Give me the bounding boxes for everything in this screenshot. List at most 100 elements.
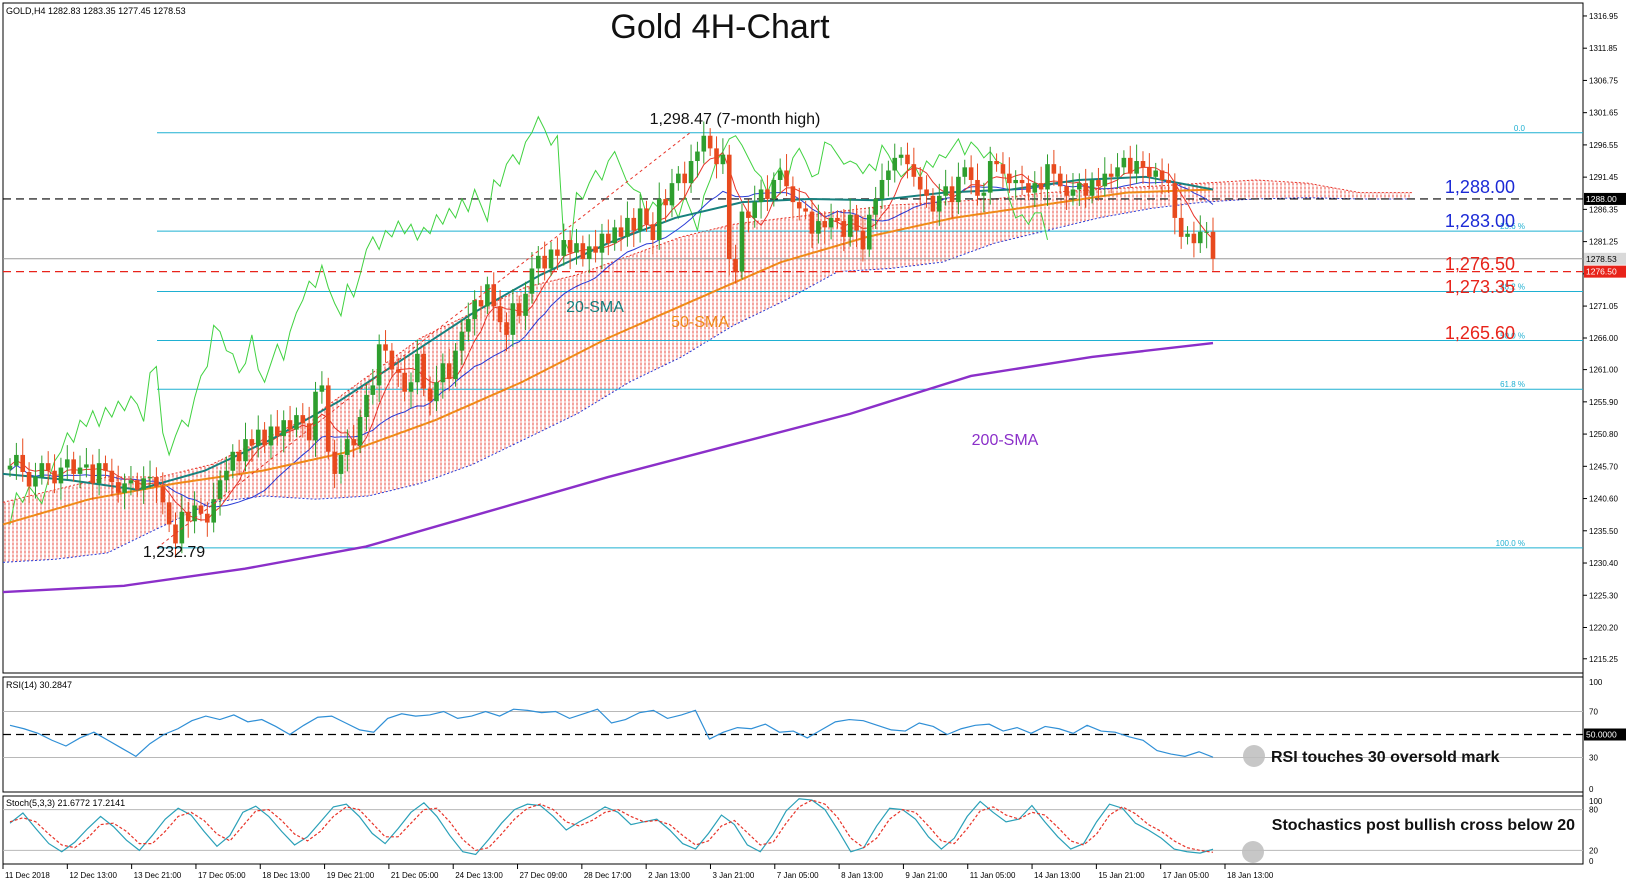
candle [313,381,318,457]
candle [440,353,446,399]
rsi-tick-label: 0 [1589,785,1594,794]
rsi-panel: 100 70 50.0000 30 0 [3,678,1626,794]
stoch-tick-label: 100 [1589,797,1603,806]
candle [873,186,878,229]
candle [1070,173,1076,206]
candle [217,470,223,516]
candle [504,312,509,352]
candle [1185,226,1190,245]
candle [758,179,764,219]
tenkan-sen-line [9,151,1214,521]
price-tag [1584,265,1626,278]
candle [695,141,700,178]
stoch-main-line [9,798,1214,856]
fib-label: 0.0 [1514,124,1526,133]
symbol-info: GOLD,H4 1282.83 1283.35 1277.45 1278.53 [6,6,186,16]
candle [306,406,312,451]
time-tick-label: 27 Dec 09:00 [520,871,568,880]
candle [345,429,350,472]
candle [249,429,255,462]
price-tag-label: 1288.00 [1586,194,1617,204]
candle [294,407,299,438]
candle [109,458,115,497]
price-tick-label: 1250.80 [1589,430,1618,439]
candle [771,172,777,207]
sma50-line [2,188,1214,526]
chart-title: Gold 4H-Chart [610,8,830,46]
candle [275,410,280,446]
candlesticks [7,121,1216,558]
sma200-line [2,341,1214,594]
chikou-span-line [9,115,1048,525]
candle [1032,171,1038,207]
candle [644,200,649,232]
fib-label: 100.0 % [1496,539,1525,548]
candle [160,472,166,515]
candle [370,368,376,405]
candle [52,454,57,494]
candle [141,466,146,504]
candle [281,410,286,453]
candle [816,204,821,244]
candle [1153,162,1159,185]
rsi-tag [1584,728,1626,741]
time-tick-label: 13 Dec 21:00 [134,871,182,880]
level-1276-label: 1,276.50 [1445,254,1515,274]
candle [1210,217,1216,271]
candle [364,382,369,432]
candle [516,295,522,324]
candle [338,438,344,484]
candle [1096,167,1101,201]
level-1283-label: 1,283.00 [1445,211,1515,231]
candle [656,182,662,250]
candle [707,128,713,156]
candle [332,439,337,489]
price-tick-label: 1235.50 [1589,527,1618,536]
candle [790,176,796,219]
candle [752,185,758,228]
candle [586,234,592,274]
stoch-tick-label: 0 [1589,857,1594,866]
candle [1108,163,1114,194]
cloud-area [3,179,1412,563]
candle [548,241,554,277]
candle [1083,168,1088,208]
candle [84,447,89,478]
candle [536,246,541,285]
candle [459,319,465,365]
candle [45,451,51,485]
stoch-title: Stoch(5,3,3) 21.6772 17.2141 [6,798,125,808]
candle [90,454,96,500]
candle [784,154,789,197]
stoch-tick-label: 20 [1589,846,1598,855]
level-1265-label: 1,265.60 [1445,323,1515,343]
price-tag [1584,192,1626,205]
candle [1204,222,1209,249]
candle [1121,150,1127,175]
candle [669,168,675,218]
candle [567,230,573,270]
candle [1166,163,1171,193]
candle [1026,175,1031,201]
candle [1064,174,1069,211]
price-tick-label: 1306.75 [1589,76,1618,85]
candle [300,403,306,438]
price-tag [1584,252,1626,265]
candle [166,494,172,533]
price-tick-label: 1281.25 [1589,238,1618,247]
price-tag-label: 1276.50 [1586,267,1617,277]
candle [26,462,32,503]
candle [555,237,560,271]
candle [1019,165,1025,196]
price-tick-label: 1255.90 [1589,398,1618,407]
price-tick-label: 1215.25 [1589,655,1618,664]
level-1288-label: 1,288.00 [1445,177,1515,197]
candle [866,207,872,258]
candle [402,356,407,402]
rsi-tick-label: 70 [1589,708,1598,717]
candle [236,439,242,476]
candle [427,376,433,416]
level-1273-label: 1,273.35 [1445,277,1515,297]
candle [726,144,732,276]
